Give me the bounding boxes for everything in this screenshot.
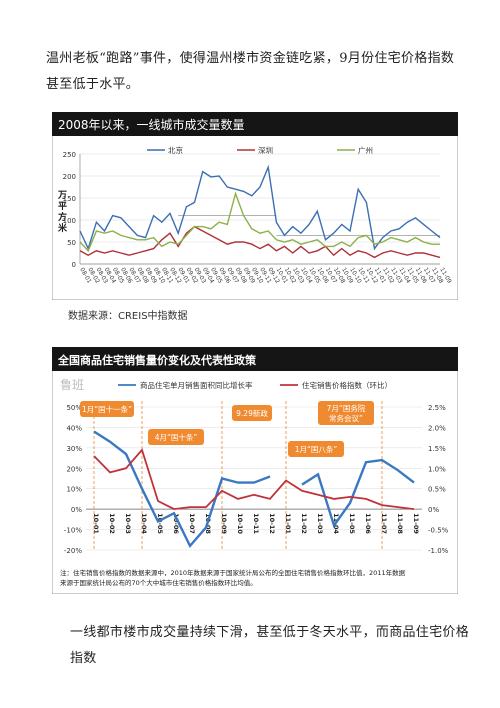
x-tick-label: 11-02 bbox=[300, 513, 308, 534]
legend-label: 广州 bbox=[358, 145, 373, 155]
chart-note: 来源于国家统计局公布的70个大中城市住宅销售价格指数环比均值。 bbox=[60, 578, 257, 587]
y-axis-label-char: 万 bbox=[57, 190, 67, 201]
policy-callout-text: 常务会议” bbox=[329, 413, 363, 423]
policy-callout-text: 1月“国八条” bbox=[295, 444, 338, 454]
y-axis-label-char: 米 bbox=[57, 222, 68, 234]
series-line-北京 bbox=[79, 164, 441, 251]
legend-label: 深圳 bbox=[258, 145, 273, 155]
y-right-tick-label: 2.0% bbox=[428, 424, 446, 432]
watermark: 鲁班 bbox=[60, 378, 84, 392]
x-tick-label: 11-05 bbox=[348, 513, 356, 534]
y-right-tick-label: 2.5% bbox=[428, 404, 446, 412]
policy-callout-text: 1月“国十一条” bbox=[82, 404, 132, 414]
x-tick-label: 11-08 bbox=[396, 513, 404, 534]
y-tick-label: 200 bbox=[63, 173, 76, 181]
chart-title: 2008年以来，一线城市成交量数量 bbox=[58, 117, 245, 132]
x-tick-label: 10-11 bbox=[252, 513, 260, 534]
series-line-0 bbox=[93, 430, 415, 549]
x-tick-label: 10-05 bbox=[156, 513, 164, 534]
series-line-广州 bbox=[79, 191, 440, 253]
y-right-tick-label: 0.5% bbox=[428, 486, 446, 494]
y-axis-label-char: 方 bbox=[58, 211, 67, 223]
y-right-tick-label: 1.5% bbox=[428, 445, 446, 453]
y-left-tick-label: 0% bbox=[71, 506, 82, 514]
y-tick-label: 150 bbox=[63, 195, 76, 203]
y-left-tick-label: 30% bbox=[66, 445, 82, 453]
legend-label: 商品住宅单月销售面积同比增长率 bbox=[140, 380, 253, 390]
y-right-tick-label: 0% bbox=[428, 506, 439, 514]
y-tick-label: 0 bbox=[72, 261, 76, 269]
y-right-tick-label: -1.0% bbox=[428, 547, 449, 555]
y-left-tick-label: 10% bbox=[66, 486, 82, 494]
x-tick-label: 10-12 bbox=[268, 513, 276, 534]
policy-callout-box bbox=[148, 429, 204, 445]
policy-callout-box bbox=[318, 401, 374, 425]
x-tick-label: 10-09 bbox=[220, 513, 228, 534]
y-left-tick-label: 20% bbox=[66, 465, 82, 473]
policy-callout-text: 4月“国十条” bbox=[155, 432, 198, 442]
x-tick-label: 10-02 bbox=[108, 513, 116, 534]
y-tick-label: 250 bbox=[63, 151, 76, 159]
legend-label: 住宅销售价格指数（环比） bbox=[302, 380, 392, 390]
paragraph-2: 一线都市楼市成交量持续下滑，甚至低于冬天水平，而商品住宅价格指数 bbox=[70, 625, 470, 666]
y-left-tick-label: -10% bbox=[64, 527, 82, 535]
policy-callout-box bbox=[288, 441, 344, 457]
x-tick-label: 10-03 bbox=[124, 513, 132, 534]
chart-frame bbox=[52, 112, 458, 300]
series-line-深圳 bbox=[79, 225, 441, 259]
title-bar bbox=[52, 112, 458, 136]
y-tick-label: 50 bbox=[67, 239, 76, 247]
x-tick-label: 10-07 bbox=[188, 513, 196, 534]
y-right-tick-label: -0.5% bbox=[428, 527, 449, 535]
y-tick-label: 100 bbox=[63, 217, 76, 225]
x-tick-label: 10-10 bbox=[236, 513, 244, 534]
x-tick-label: 11-07 bbox=[380, 513, 388, 534]
chart-note: 注：住宅销售价格指数的数据来源中，2010年数据来源于国家统计局公布的全国住宅销… bbox=[60, 568, 406, 577]
chart-volume: 2008年以来，一线城市成交量数量050100150200250万平方米08-0… bbox=[52, 112, 458, 300]
y-left-tick-label: -20% bbox=[64, 547, 82, 555]
title-bar bbox=[52, 347, 458, 371]
x-tick-label: 11-09 bbox=[412, 513, 420, 534]
x-tick-label: 10-06 bbox=[172, 513, 180, 534]
y-axis-label-char: 平 bbox=[58, 201, 67, 212]
x-tick-label: 11-03 bbox=[316, 513, 324, 534]
paragraph-1: 温州老板“跑路”事件，使得温州楼市资金链吃紧，9月份住宅价格指数甚至低于水平。 bbox=[46, 51, 455, 92]
policy-callout-box bbox=[232, 405, 272, 421]
x-tick-label: 11-01 bbox=[284, 513, 292, 534]
x-tick-label: 10-01 bbox=[92, 513, 100, 534]
policy-callout-text: 7月“国务院 bbox=[327, 403, 366, 413]
legend-label: 北京 bbox=[168, 145, 183, 155]
y-left-tick-label: 40% bbox=[66, 424, 82, 432]
x-tick-label: 11-06 bbox=[364, 513, 372, 534]
policy-callout-box bbox=[80, 401, 134, 417]
chart-title: 全国商品住宅销售量价变化及代表性政策 bbox=[57, 353, 257, 367]
figure-caption: 数据来源：CREIS中指数据 bbox=[68, 311, 188, 322]
series-line-1 bbox=[93, 448, 415, 511]
y-right-tick-label: 1.0% bbox=[428, 465, 446, 473]
y-left-tick-label: 50% bbox=[66, 404, 82, 412]
policy-callout-text: 9.29新政 bbox=[236, 408, 268, 418]
x-tick-label: 10-04 bbox=[140, 513, 148, 534]
